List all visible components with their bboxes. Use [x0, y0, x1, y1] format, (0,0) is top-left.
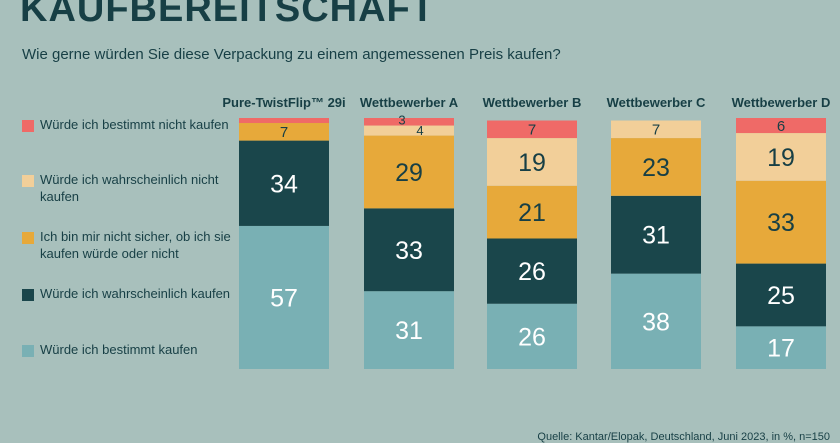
- legend-label: Würde ich bestimmt kaufen: [40, 342, 198, 357]
- chart-subtitle: Wie gerne würden Sie diese Verpackung zu…: [22, 46, 561, 63]
- legend-label: Würde ich wahrscheinlich nicht kaufen: [40, 172, 219, 204]
- bar-segment: [364, 125, 454, 136]
- chart-title: KAUFBEREITSCHAFT: [20, 0, 435, 30]
- data-label: 57: [270, 284, 298, 312]
- bar-segment: [611, 120, 701, 139]
- bar-segment: [239, 123, 329, 141]
- data-label: 33: [395, 237, 423, 265]
- bar-segment: [239, 118, 329, 124]
- category-label: Wettbewerber D: [732, 95, 831, 110]
- legend-label: Würde ich bestimmt nicht kaufen: [40, 117, 229, 132]
- bar-segment: [487, 303, 577, 369]
- data-label: 31: [395, 317, 423, 345]
- bar-segment: [239, 225, 329, 369]
- bar-segment: [364, 208, 454, 292]
- data-label: 6: [777, 118, 785, 135]
- bar-segment: [736, 133, 826, 181]
- legend-swatch: [22, 289, 34, 301]
- legend-swatch: [22, 345, 34, 357]
- bar-segment: [611, 195, 701, 274]
- data-label: 4: [416, 123, 423, 138]
- category-label: Wettbewerber C: [607, 95, 706, 110]
- legend-label: Würde ich wahrscheinlich kaufen: [40, 286, 231, 301]
- bar-segment: [487, 120, 577, 139]
- data-label: 17: [767, 335, 795, 363]
- data-label: 7: [652, 122, 660, 139]
- source-note: Quelle: Kantar/Elopak, Deutschland, Juni…: [537, 431, 830, 443]
- bar-segment: [364, 118, 454, 126]
- data-label: 31: [642, 222, 670, 250]
- bar-segment: [364, 291, 454, 369]
- data-label: 7: [280, 124, 288, 141]
- bar-segment: [736, 180, 826, 264]
- category-label: Pure-TwistFlip™ 29i: [222, 95, 345, 110]
- data-label: 19: [767, 144, 795, 172]
- legend-swatch: [22, 120, 34, 132]
- data-label: 26: [518, 323, 546, 351]
- data-label: 34: [270, 170, 298, 198]
- bar-segment: [611, 273, 701, 369]
- bar-segment: [487, 138, 577, 186]
- category-label: Wettbewerber B: [483, 95, 582, 110]
- legend-swatch: [22, 175, 34, 187]
- data-label: 38: [642, 308, 670, 336]
- legend-swatch: [22, 232, 34, 244]
- legend-label: Ich bin mir nicht sicher, ob ich sie kau…: [40, 229, 231, 261]
- bar-segment: [487, 238, 577, 304]
- bar-segment: [364, 135, 454, 209]
- bar-segment: [736, 263, 826, 327]
- bar-segment: [611, 138, 701, 196]
- category-label: Wettbewerber A: [360, 95, 459, 110]
- bar-segment: [736, 326, 826, 369]
- data-label: 23: [642, 154, 670, 182]
- data-label: 25: [767, 282, 795, 310]
- data-label: 7: [528, 122, 536, 139]
- data-label: 19: [518, 149, 546, 177]
- data-label: 33: [767, 209, 795, 237]
- bar-segment: [736, 118, 826, 134]
- data-label: 3: [398, 113, 405, 128]
- bar-segment: [239, 140, 329, 226]
- data-label: 29: [395, 159, 423, 187]
- data-label: 21: [518, 199, 546, 227]
- bar-segment: [487, 185, 577, 239]
- data-label: 26: [518, 258, 546, 286]
